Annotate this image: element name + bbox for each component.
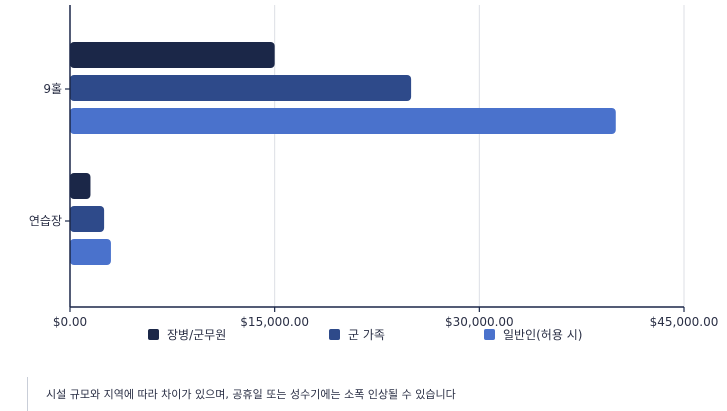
x-tick-label-1: $0.00	[53, 315, 87, 329]
legend-swatch-3	[484, 329, 495, 340]
bar-1-series-2	[70, 75, 412, 101]
footnote: 시설 규모와 지역에 따라 차이가 있으며, 공휴일 또는 성수기에는 소폭 인…	[27, 377, 727, 411]
grid-lines	[274, 5, 685, 307]
y-tick-label-1: 9홀	[43, 82, 62, 96]
bar-2-series-3	[70, 239, 111, 265]
bar-2-series-1	[70, 173, 91, 199]
legend-label-3: 일반인(허용 시)	[503, 328, 583, 342]
footnote-text: 시설 규모와 지역에 따라 차이가 있으며, 공휴일 또는 성수기에는 소폭 인…	[46, 388, 456, 401]
legend-swatch-2	[329, 329, 340, 340]
legend-item-series-1: 장병/군무원	[148, 326, 226, 343]
legend: 장병/군무원 군 가족 일반인(허용 시)	[0, 326, 727, 346]
legend-swatch-1	[148, 329, 159, 340]
bar-1-series-3	[70, 108, 616, 134]
legend-label-2: 군 가족	[348, 328, 385, 342]
x-tick-label-3: $30,000.00	[445, 315, 514, 329]
legend-item-series-2: 군 가족	[329, 326, 385, 343]
bar-1-series-1	[70, 42, 275, 68]
bars	[70, 42, 616, 265]
y-tick-label-2: 연습장	[29, 214, 62, 228]
x-tick-label-2: $15,000.00	[240, 315, 309, 329]
legend-label-1: 장병/군무원	[167, 328, 227, 342]
x-tick-label-4: $45,000.00	[650, 315, 719, 329]
bar-2-series-2	[70, 206, 105, 232]
legend-item-series-3: 일반인(허용 시)	[484, 326, 582, 343]
